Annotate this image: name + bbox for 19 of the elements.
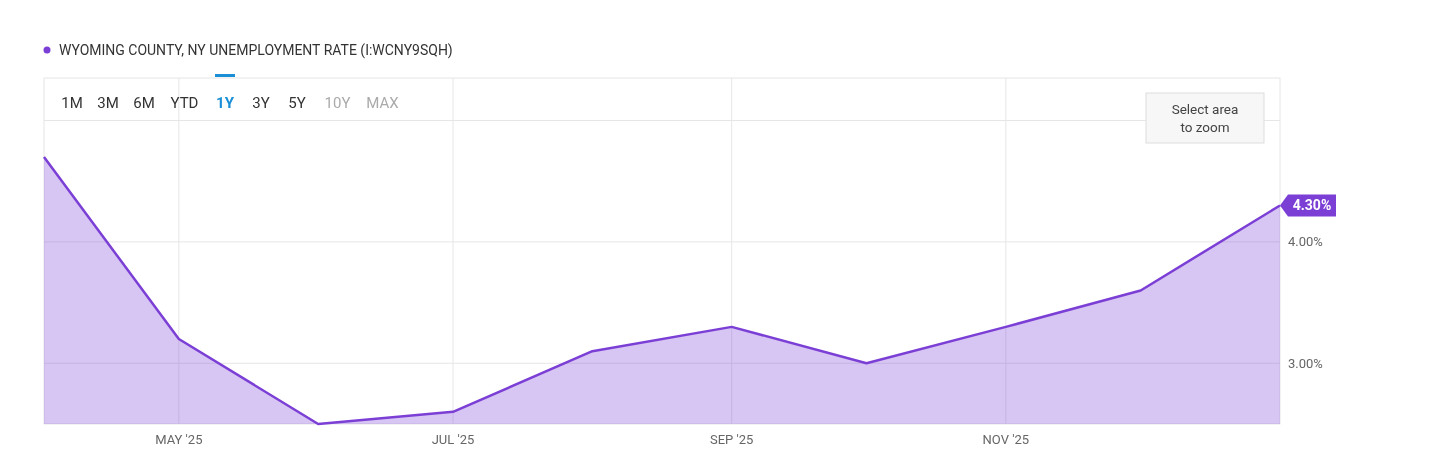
x-tick-label: MAY '25 xyxy=(155,432,203,447)
y-tick-label: 4.00% xyxy=(1288,234,1323,250)
x-tick-label: NOV '25 xyxy=(982,432,1030,447)
annotation: 1Y xyxy=(216,94,235,112)
legend-label: WYOMING COUNTY, NY UNEMPLOYMENT RATE (I:WCNY9SQH) xyxy=(59,42,453,59)
x-tick-label: JUL '25 xyxy=(431,432,475,447)
annotation: 3Y xyxy=(252,94,270,112)
zoom-button: Select area to zoom xyxy=(1145,92,1265,144)
annotation: Select area to zoom xyxy=(1171,101,1239,135)
x-tick-label: SEP '25 xyxy=(709,432,754,447)
annotation: 3M xyxy=(97,94,119,112)
annotation: 4.30% xyxy=(1292,197,1332,214)
annotation: YTD xyxy=(170,94,199,112)
annotation: 5Y xyxy=(288,94,306,112)
y-tick-label: 3.00% xyxy=(1288,355,1323,371)
annotation: MAX xyxy=(366,94,400,112)
annotation: 6M xyxy=(133,94,155,112)
annotation: 1M xyxy=(61,94,83,112)
annotation: 10Y xyxy=(324,94,351,112)
